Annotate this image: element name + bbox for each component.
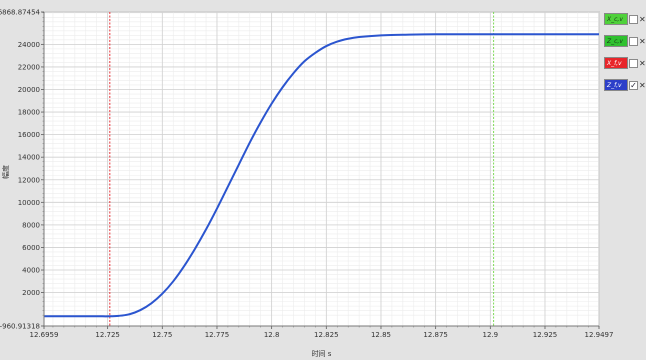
series-line-1 [44, 33, 599, 318]
legend-checkbox[interactable] [629, 36, 638, 46]
y-tick-label: 20000 [18, 86, 40, 94]
x-tick-label: 12.6959 [30, 331, 59, 339]
y-tick-label: 22000 [18, 63, 40, 71]
y-tick-label: 12000 [18, 176, 40, 184]
y-tick-label: 16000 [18, 131, 40, 139]
legend-swatch: X_c,v [604, 13, 628, 25]
y-tick-label: 6000 [22, 244, 40, 252]
legend-swatch: Z_f,v [604, 79, 628, 91]
legend-close-icon[interactable]: ✕ [639, 58, 646, 68]
x-tick-label: 12.85 [371, 331, 391, 339]
y-tick-label: 8000 [22, 221, 40, 229]
axes [43, 12, 599, 327]
x-tick-label: 12.725 [95, 331, 120, 339]
x-tick-label: 12.775 [205, 331, 230, 339]
legend-item-x-c-v[interactable]: X_c,v ✕ [604, 12, 646, 26]
y-tick-label: 26868.87454 [0, 9, 41, 17]
legend-checkbox[interactable] [629, 58, 638, 68]
y-tick-label: 14000 [18, 154, 40, 162]
plot-area [43, 11, 600, 327]
legend: X_c,v ✕ Z_c,v ✕ X_f,v ✕ Z_f,v ✓ ✕ [604, 12, 646, 100]
legend-item-z-f-v[interactable]: Z_f,v ✓ ✕ [604, 78, 646, 92]
legend-swatch: Z_c,v [604, 35, 628, 47]
x-tick-label: 12.75 [152, 331, 172, 339]
y-axis-title: 幅度 [1, 165, 10, 179]
series-group [44, 33, 599, 318]
legend-item-z-c-v[interactable]: Z_c,v ✕ [604, 34, 646, 48]
x-tick-label: 12.8 [264, 331, 280, 339]
legend-checkbox[interactable] [629, 14, 638, 24]
legend-item-x-f-v[interactable]: X_f,v ✕ [604, 56, 646, 70]
x-axis-ticks: 12.6959 12.725 12.75 12.775 12.8 12.825 12.85 1… [30, 326, 614, 339]
legend-checkbox[interactable]: ✓ [629, 80, 638, 90]
x-tick-label: 12.9497 [585, 331, 614, 339]
x-axis-title: 时间 s [312, 349, 332, 358]
y-tick-label: 2000 [22, 289, 40, 297]
y-tick-label: -960.91318 [0, 323, 40, 331]
y-axis-ticks: 26868.87454 24000 22000 20000 18000 16000 1400… [0, 9, 44, 331]
x-tick-label: 12.9 [483, 331, 499, 339]
x-tick-label: 12.875 [423, 331, 448, 339]
legend-close-icon[interactable]: ✕ [639, 80, 646, 90]
legend-swatch: X_f,v [604, 57, 628, 69]
y-tick-label: 24000 [18, 41, 40, 49]
y-tick-label: 18000 [18, 109, 40, 117]
y-tick-label: 4000 [22, 267, 40, 275]
x-tick-label: 12.825 [314, 331, 339, 339]
legend-close-icon[interactable]: ✕ [639, 14, 646, 24]
legend-close-icon[interactable]: ✕ [639, 36, 646, 46]
x-tick-label: 12.925 [533, 331, 558, 339]
y-tick-label: 10000 [18, 199, 40, 207]
